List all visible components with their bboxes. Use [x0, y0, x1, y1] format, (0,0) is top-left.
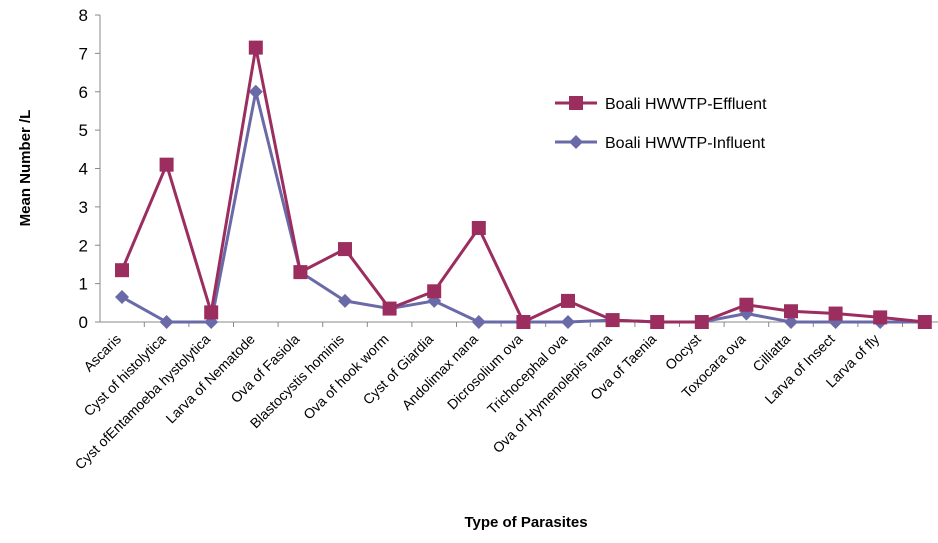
- x-axis-title: Type of Parasites: [464, 514, 587, 531]
- data-point: [115, 263, 129, 278]
- data-point: [204, 305, 219, 320]
- legend-label: Boali HWWTP-Effluent: [605, 96, 767, 113]
- legend-marker: [569, 96, 583, 110]
- data-point: [159, 157, 174, 172]
- data-point: [784, 315, 798, 329]
- data-point: [382, 301, 397, 316]
- legend-marker: [569, 135, 583, 149]
- x-tick-label: Oocyst: [662, 331, 704, 373]
- y-tick-label: 7: [79, 44, 88, 63]
- data-point: [561, 293, 575, 308]
- x-tick-label: Dicrosolium ova: [444, 331, 526, 413]
- series-line: [120, 47, 925, 324]
- y-tick-label: 2: [79, 236, 88, 255]
- data-point: [828, 306, 843, 321]
- data-point: [917, 315, 932, 329]
- y-tick-label: 4: [79, 160, 88, 179]
- data-point: [471, 220, 486, 235]
- y-tick-label: 3: [79, 198, 88, 217]
- data-point: [338, 242, 352, 257]
- y-tick-label: 1: [79, 275, 88, 294]
- y-axis-title: Mean Number /L: [17, 110, 34, 227]
- y-tick-label: 6: [79, 83, 88, 102]
- legend-label: Boali HWWTP-Influent: [605, 135, 766, 152]
- data-point: [338, 293, 352, 308]
- data-point: [739, 297, 754, 312]
- data-point: [159, 315, 174, 329]
- y-tick-label: 8: [79, 6, 88, 25]
- data-point: [784, 304, 798, 319]
- data-point: [427, 284, 442, 299]
- data-point: [650, 315, 665, 329]
- y-tick-label: 0: [79, 313, 88, 332]
- data-point: [605, 313, 620, 328]
- data-point: [248, 84, 263, 99]
- x-tick-label: Andolimax nana: [399, 331, 481, 413]
- x-tick-label: Ascaris: [80, 331, 124, 375]
- x-tick-label: Cyst of histolytica: [80, 331, 168, 419]
- data-point: [561, 315, 575, 329]
- data-point: [115, 290, 129, 305]
- y-tick-label: 5: [79, 121, 88, 140]
- data-point: [248, 40, 263, 55]
- data-point: [516, 315, 531, 329]
- data-point: [873, 310, 888, 325]
- x-tick-label: Cilliatta: [749, 331, 793, 375]
- x-tick-label: Trichocephal ova: [484, 331, 570, 417]
- data-point: [293, 265, 308, 280]
- data-point: [694, 315, 709, 329]
- data-point: [471, 315, 486, 329]
